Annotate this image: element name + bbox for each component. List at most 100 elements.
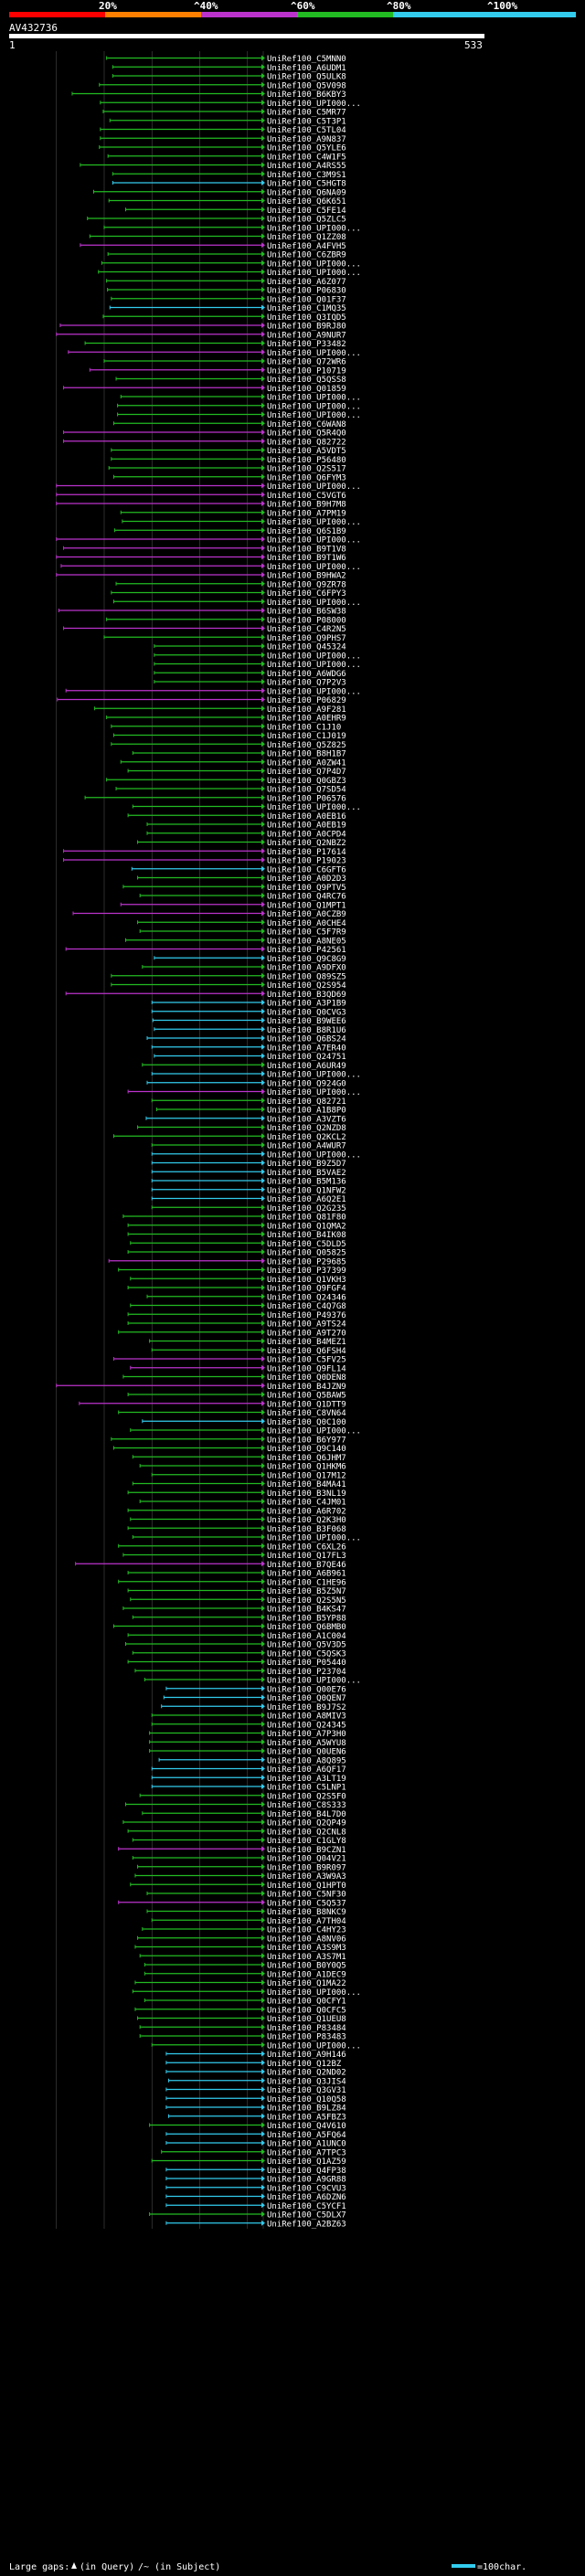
hit-label: UniRef100_C5YCF1: [267, 2202, 346, 2211]
hit-end-arrow: [261, 2193, 265, 2200]
query-start-label: 1: [9, 39, 16, 51]
query-end-label: 533: [464, 39, 483, 51]
hit-end-arrow: [261, 1364, 265, 1371]
hit-end-arrow: [261, 1338, 265, 1344]
hit-row: UniRef100_Q82721: [151, 1097, 346, 1107]
hit-label: UniRef100_C5NF30: [267, 1891, 346, 1900]
hit-row: UniRef100_C4HY23: [142, 1926, 346, 1935]
hit-row: UniRef100_Q1MA22: [134, 1979, 346, 1988]
identity-color-scale: 20% ^40% ^60% ^80% ^100%: [9, 0, 576, 17]
hit-label: UniRef100_A7TPC3: [267, 2148, 346, 2157]
hit-row: UniRef100_A6UR49: [142, 1062, 346, 1071]
hit-label: UniRef100_P37399: [267, 1267, 346, 1276]
hit-label: UniRef100_C1GLY8: [267, 1837, 346, 1846]
hit-label: UniRef100_B4MA41: [267, 1480, 346, 1489]
hit-row: UniRef100_Q7SD54: [115, 786, 346, 795]
hit-row: UniRef100_C4Q7G8: [130, 1302, 346, 1311]
hit-row: UniRef100_P23704: [134, 1668, 346, 1677]
hit-label: UniRef100_C5FE14: [267, 207, 346, 216]
hit-end-arrow: [261, 323, 265, 328]
hit-label: UniRef100_A0EHR9: [267, 715, 346, 724]
hit-row: UniRef100_C5LNP1: [151, 1784, 346, 1793]
hit-row: UniRef100_B4MA41: [132, 1480, 346, 1489]
hit-end-arrow: [261, 1169, 265, 1175]
hit-end-arrow: [261, 1739, 265, 1745]
hit-end-arrow: [261, 171, 265, 177]
hit-end-arrow: [261, 1516, 265, 1522]
hit-label: UniRef100_A0EB16: [267, 812, 346, 822]
hit-row: UniRef100_B8H1B7: [132, 750, 346, 759]
hit-end-arrow: [261, 135, 265, 142]
hit-row: UniRef100_C6XL26: [118, 1542, 346, 1552]
hit-row: UniRef100_P83483: [139, 2033, 346, 2042]
hit-label: UniRef100_A4WUR7: [267, 1142, 346, 1151]
hit-label: UniRef100_Q0UEN6: [267, 1748, 346, 1757]
hit-end-arrow: [261, 2202, 265, 2209]
hit-end-arrow: [261, 1970, 265, 1977]
hit-row: UniRef100_Q12BZ: [165, 2060, 342, 2069]
hit-end-arrow: [261, 1400, 265, 1406]
hit-end-arrow: [261, 1124, 265, 1130]
hit-row: UniRef100_B9HWA2: [56, 572, 346, 581]
hit-end-arrow: [261, 1677, 265, 1682]
hit-rows: UniRef100_C5MNN0UniRef100_A6UDM1UniRef10…: [56, 55, 361, 2229]
hit-label: UniRef100_A0CHE4: [267, 919, 346, 928]
hit-end-arrow: [261, 1186, 265, 1193]
hit-label: UniRef100_B4IK08: [267, 1231, 346, 1240]
hit-end-arrow: [261, 1525, 265, 1532]
hit-row: UniRef100_Q0QEN7: [163, 1694, 346, 1703]
hit-label: UniRef100_Q0GBZ3: [267, 777, 346, 786]
hit-row: UniRef100_A8NV06: [137, 1935, 346, 1944]
hit-end-arrow: [261, 1703, 265, 1710]
hit-end-arrow: [261, 153, 265, 159]
hit-label: UniRef100_A2BZ63: [267, 2220, 346, 2229]
hit-row: UniRef100_C1J10: [111, 723, 341, 732]
hit-row: UniRef100_A2BZ63: [165, 2220, 346, 2229]
hit-label: UniRef100_Q9C8G9: [267, 955, 346, 964]
hit-end-arrow: [261, 2051, 265, 2057]
hit-end-arrow: [261, 1561, 265, 1567]
hit-label: UniRef100_C1J10: [267, 723, 341, 732]
hit-label: UniRef100_A8MIV3: [267, 1712, 346, 1722]
hit-row: UniRef100_Q6BMB0: [112, 1623, 346, 1632]
hit-end-arrow: [261, 2060, 265, 2066]
hit-end-arrow: [261, 589, 265, 596]
hit-label: UniRef100_A9N837: [267, 135, 346, 144]
hit-end-arrow: [261, 822, 265, 827]
hit-label: UniRef100_Q2S5F0: [267, 1792, 346, 1801]
hit-label: UniRef100_UPI000...: [267, 100, 361, 109]
hit-row: UniRef100_C3M9S1: [112, 171, 346, 180]
hit-end-arrow: [261, 2024, 265, 2030]
hit-label: UniRef100_A8Q895: [267, 1756, 346, 1765]
hit-end-arrow: [261, 1195, 265, 1202]
hit-end-arrow: [261, 1008, 265, 1014]
hit-label: UniRef100_P23704: [267, 1668, 346, 1677]
legend-large-gaps-label: Large gaps:: [9, 2562, 69, 2572]
hit-end-arrow: [261, 1668, 265, 1674]
hit-end-arrow: [261, 1837, 265, 1843]
hit-row: UniRef100_Q1NFW2: [151, 1186, 346, 1195]
hit-row: UniRef100_C5DLD5: [130, 1240, 346, 1249]
hit-label: UniRef100_Q24751: [267, 1053, 346, 1062]
hit-row: UniRef100_C5HGT8: [112, 180, 346, 189]
hit-label: UniRef100_UPI000...: [267, 269, 361, 278]
hit-row: UniRef100_Q0C100: [142, 1418, 346, 1427]
hit-row: UniRef100_Q3GV31: [165, 2086, 346, 2095]
hit-row: UniRef100_C5MR77: [102, 109, 346, 118]
hit-row: UniRef100_A9TS24: [127, 1320, 346, 1330]
hit-label: UniRef100_A6Q2E1: [267, 1195, 346, 1204]
hit-row: UniRef100_A6DZN6: [165, 2193, 346, 2202]
hit-end-arrow: [261, 1133, 265, 1140]
hit-label: UniRef100_A8NE05: [267, 937, 346, 946]
hit-end-arrow: [261, 1863, 265, 1870]
hit-row: UniRef100_UPI000...: [112, 599, 361, 608]
hit-label: UniRef100_C4JM01: [267, 1499, 346, 1508]
hit-end-arrow: [261, 1017, 265, 1023]
hit-label: UniRef100_A6R702: [267, 1507, 346, 1516]
hit-row: UniRef100_UPI000...: [122, 518, 361, 527]
hit-end-arrow: [261, 1685, 265, 1691]
hit-row: UniRef100_B9T1W6: [56, 554, 346, 563]
hit-end-arrow: [261, 269, 265, 275]
hit-row: UniRef100_P19023: [63, 857, 346, 866]
hit-row: UniRef100_Q1VKH3: [130, 1276, 346, 1285]
